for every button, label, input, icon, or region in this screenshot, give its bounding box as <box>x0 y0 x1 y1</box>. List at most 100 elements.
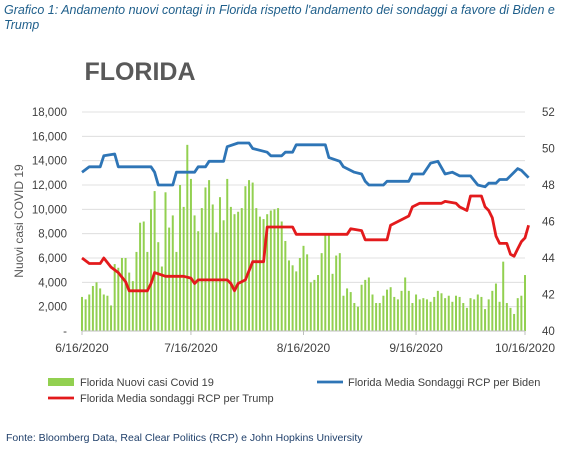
cases-bar <box>211 204 214 331</box>
cases-bar <box>317 275 320 331</box>
bar-layer <box>81 144 526 331</box>
y-left-tick-label: 8,000 <box>38 229 67 241</box>
cases-bar <box>498 301 501 331</box>
cases-bar <box>444 298 447 331</box>
cases-bar <box>349 292 352 331</box>
y-left-tick-label: 18,000 <box>32 107 67 119</box>
chart-title: FLORIDA <box>84 58 195 86</box>
cases-bar <box>422 298 425 331</box>
cases-bar <box>189 178 192 331</box>
cases-bar <box>284 240 287 331</box>
cases-bar <box>139 222 142 331</box>
cases-bar <box>425 299 428 331</box>
y-right-tick-label: 50 <box>542 144 555 156</box>
cases-bar <box>229 206 232 331</box>
cases-bar <box>353 303 356 331</box>
cases-bar <box>440 293 443 331</box>
cases-bar <box>360 284 363 331</box>
cases-bar <box>436 290 439 331</box>
cases-bar <box>309 282 312 331</box>
cases-bar <box>117 267 120 331</box>
biden-poll-line <box>81 141 530 189</box>
cases-bar <box>400 290 403 331</box>
cases-bar <box>208 180 211 331</box>
line-layer <box>81 141 530 293</box>
cases-bar <box>418 299 421 331</box>
cases-bar <box>476 294 479 331</box>
cases-bar <box>429 301 432 331</box>
y-right-tick-label: 44 <box>542 253 555 265</box>
x-tick-label: 10/16/2020 <box>495 341 555 355</box>
cases-bar <box>273 209 276 331</box>
cases-bar <box>222 220 225 331</box>
cases-bar <box>237 211 240 331</box>
cases-bar <box>248 180 251 331</box>
cases-bar <box>291 265 294 331</box>
cases-bar <box>171 215 174 331</box>
cases-bar <box>179 185 182 331</box>
cases-bar <box>200 208 203 331</box>
cases-bar <box>269 210 272 331</box>
y-left-tick-label: - <box>63 326 67 338</box>
trump-poll-line <box>81 194 530 293</box>
cases-bar <box>110 305 113 331</box>
cases-bar <box>415 294 418 331</box>
y-left-tick-label: 10,000 <box>32 204 67 216</box>
cases-bar <box>157 242 160 331</box>
cases-bar <box>95 282 98 331</box>
cases-bar <box>465 307 468 331</box>
cases-bar <box>142 221 145 331</box>
cases-bar <box>160 266 163 331</box>
cases-bar <box>302 245 305 331</box>
cases-bar <box>149 209 152 331</box>
cases-bar <box>306 254 309 331</box>
cases-bar <box>389 287 392 331</box>
cases-bar <box>524 275 526 331</box>
cases-bar <box>88 294 91 331</box>
axis-layer: 6/16/2020 7/16/2020 8/16/2020 9/16/2020 10/1… <box>32 107 556 355</box>
y-right-tick-label: 48 <box>542 180 555 192</box>
cases-bar <box>505 303 508 331</box>
cases-bar <box>404 277 407 331</box>
cases-bar <box>367 277 370 331</box>
cases-bar <box>106 295 109 331</box>
cases-bar <box>120 258 123 331</box>
source-note: Fonte: Bloomberg Data, Real Clear Politi… <box>6 432 363 444</box>
legend-label-biden: Florida Media Sondaggi RCP per Biden <box>348 377 540 389</box>
cases-bar <box>131 281 134 331</box>
cases-bar <box>393 296 396 331</box>
cases-bar <box>99 288 102 331</box>
cases-bar <box>295 271 298 331</box>
legend-label-trump: Florida Media sondaggi RCP per Trump <box>80 393 274 405</box>
cases-bar <box>364 279 367 331</box>
cases-bar <box>473 299 476 331</box>
y-right-tick-label: 52 <box>542 107 555 119</box>
cases-bar <box>84 299 87 331</box>
cases-bar <box>240 208 243 331</box>
cases-bar <box>455 295 458 331</box>
y-left-tick-label: 16,000 <box>32 131 67 143</box>
cases-bar <box>175 251 178 331</box>
y-left-tick-label: 2,000 <box>38 302 67 314</box>
cases-bar <box>396 299 399 331</box>
y-right-tick-label: 42 <box>542 290 555 302</box>
cases-bar <box>346 288 349 331</box>
cases-bar <box>91 285 94 331</box>
cases-bar <box>494 283 497 331</box>
cases-bar <box>371 294 374 331</box>
cases-bar <box>342 295 345 331</box>
x-tick-label: 6/16/2020 <box>55 341 109 355</box>
cases-bar <box>258 216 261 331</box>
cases-bar <box>218 197 221 331</box>
cases-bar <box>215 232 218 331</box>
cases-bar <box>128 272 131 331</box>
y-left-tick-label: 4,000 <box>38 277 67 289</box>
grid-layer <box>82 111 525 308</box>
cases-bar <box>153 191 156 331</box>
x-tick-label: 8/16/2020 <box>277 341 331 355</box>
cases-bar <box>124 258 127 331</box>
legend-swatch-cases <box>48 378 74 386</box>
cases-bar <box>280 221 283 331</box>
y-left-tick-label: 14,000 <box>32 156 67 168</box>
